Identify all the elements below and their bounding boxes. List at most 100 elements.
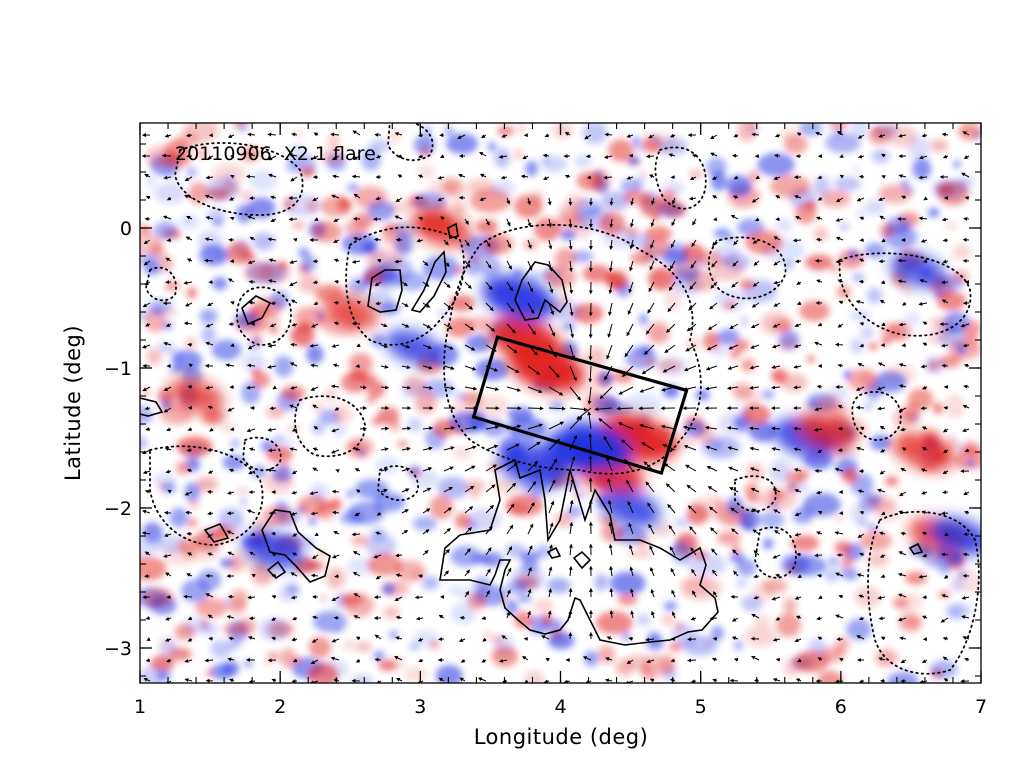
velocity-arrow — [485, 484, 496, 493]
field-patch — [365, 534, 397, 557]
field-patch — [582, 264, 612, 283]
velocity-arrow — [141, 531, 151, 536]
field-patch — [890, 321, 911, 341]
velocity-arrow — [229, 196, 235, 201]
velocity-arrow — [205, 216, 214, 220]
field-patch — [181, 579, 210, 603]
velocity-arrow — [569, 499, 574, 514]
field-patch — [388, 129, 402, 143]
velocity-arrow — [401, 344, 411, 349]
velocity-arrow — [710, 134, 718, 140]
field-patch — [900, 180, 910, 187]
velocity-arrow — [588, 365, 593, 383]
velocity-arrow — [646, 154, 655, 159]
velocity-arrow — [397, 154, 403, 159]
velocity-arrow — [247, 132, 256, 137]
field-patch — [880, 338, 890, 346]
field-patch — [307, 517, 318, 525]
velocity-arrow — [858, 174, 865, 179]
velocity-arrow — [834, 531, 844, 535]
velocity-arrow — [941, 363, 949, 368]
velocity-arrow — [727, 365, 739, 370]
velocity-arrow — [726, 426, 739, 431]
velocity-arrow — [481, 616, 487, 621]
field-patch — [817, 670, 843, 683]
velocity-arrow — [485, 260, 492, 269]
field-patch — [866, 287, 883, 304]
velocity-arrow — [437, 197, 445, 202]
field-patch — [249, 169, 278, 191]
field-patch — [433, 419, 455, 438]
velocity-arrow — [268, 448, 277, 453]
field-patch — [153, 182, 186, 204]
velocity-arrow — [187, 427, 193, 432]
field-patch — [855, 209, 867, 218]
field-patch — [583, 650, 599, 667]
velocity-arrow — [817, 322, 823, 327]
y-tick-label: −1 — [104, 358, 132, 380]
field-patch — [228, 556, 243, 574]
velocity-arrow — [568, 260, 573, 273]
velocity-arrow — [749, 385, 760, 390]
field-patch — [294, 306, 326, 328]
field-patch — [354, 479, 389, 499]
field-patch — [842, 468, 858, 484]
field-patch — [839, 223, 849, 230]
field-patch — [373, 650, 385, 661]
velocity-arrow — [351, 259, 361, 264]
field-patch — [493, 634, 515, 656]
field-patch — [689, 170, 703, 179]
field-patch — [948, 439, 960, 450]
velocity-arrow — [603, 435, 613, 451]
velocity-arrow — [773, 280, 781, 285]
velocity-arrow — [569, 323, 575, 339]
velocity-arrow — [750, 344, 760, 349]
velocity-arrow — [710, 281, 718, 289]
field-patch — [395, 560, 426, 582]
field-patch — [159, 640, 175, 652]
field-patch — [874, 371, 907, 393]
velocity-arrow — [248, 616, 256, 621]
field-patch — [309, 483, 328, 502]
velocity-arrow — [208, 133, 214, 138]
velocity-arrow — [527, 502, 535, 514]
field-patch — [874, 648, 898, 667]
velocity-arrow — [311, 323, 319, 328]
velocity-arrow — [312, 155, 319, 160]
velocity-arrow — [485, 504, 495, 514]
velocity-arrow — [163, 386, 172, 391]
field-patch — [345, 490, 356, 498]
velocity-arrow — [793, 385, 802, 390]
field-patch — [802, 492, 841, 517]
velocity-arrow — [837, 323, 844, 328]
field-patch — [311, 125, 318, 133]
velocity-arrow — [568, 239, 573, 250]
velocity-arrow — [506, 365, 520, 373]
velocity-arrow — [464, 526, 473, 535]
field-patch — [316, 501, 336, 520]
velocity-arrow — [835, 259, 844, 264]
field-patch — [931, 178, 968, 199]
velocity-arrow — [204, 658, 214, 663]
velocity-arrow — [481, 134, 487, 139]
field-patch — [195, 597, 228, 618]
velocity-arrow — [733, 175, 739, 180]
velocity-arrow — [732, 153, 739, 158]
velocity-arrow — [584, 134, 592, 140]
field-patch — [552, 123, 573, 138]
field-patch — [762, 538, 774, 550]
field-patch — [805, 200, 818, 210]
field-patch — [661, 250, 689, 266]
velocity-arrow — [331, 489, 340, 494]
velocity-arrow — [313, 426, 319, 430]
velocity-arrow — [144, 406, 151, 411]
velocity-arrow — [268, 279, 277, 283]
field-patch — [488, 142, 497, 151]
velocity-arrow — [527, 197, 531, 206]
velocity-arrow — [901, 447, 907, 452]
velocity-arrow — [142, 302, 151, 308]
x-tick-labels: 1 2 3 4 5 6 7 — [134, 696, 987, 718]
velocity-arrow — [401, 426, 412, 431]
velocity-arrow — [166, 427, 172, 432]
velocity-arrow — [143, 239, 151, 245]
